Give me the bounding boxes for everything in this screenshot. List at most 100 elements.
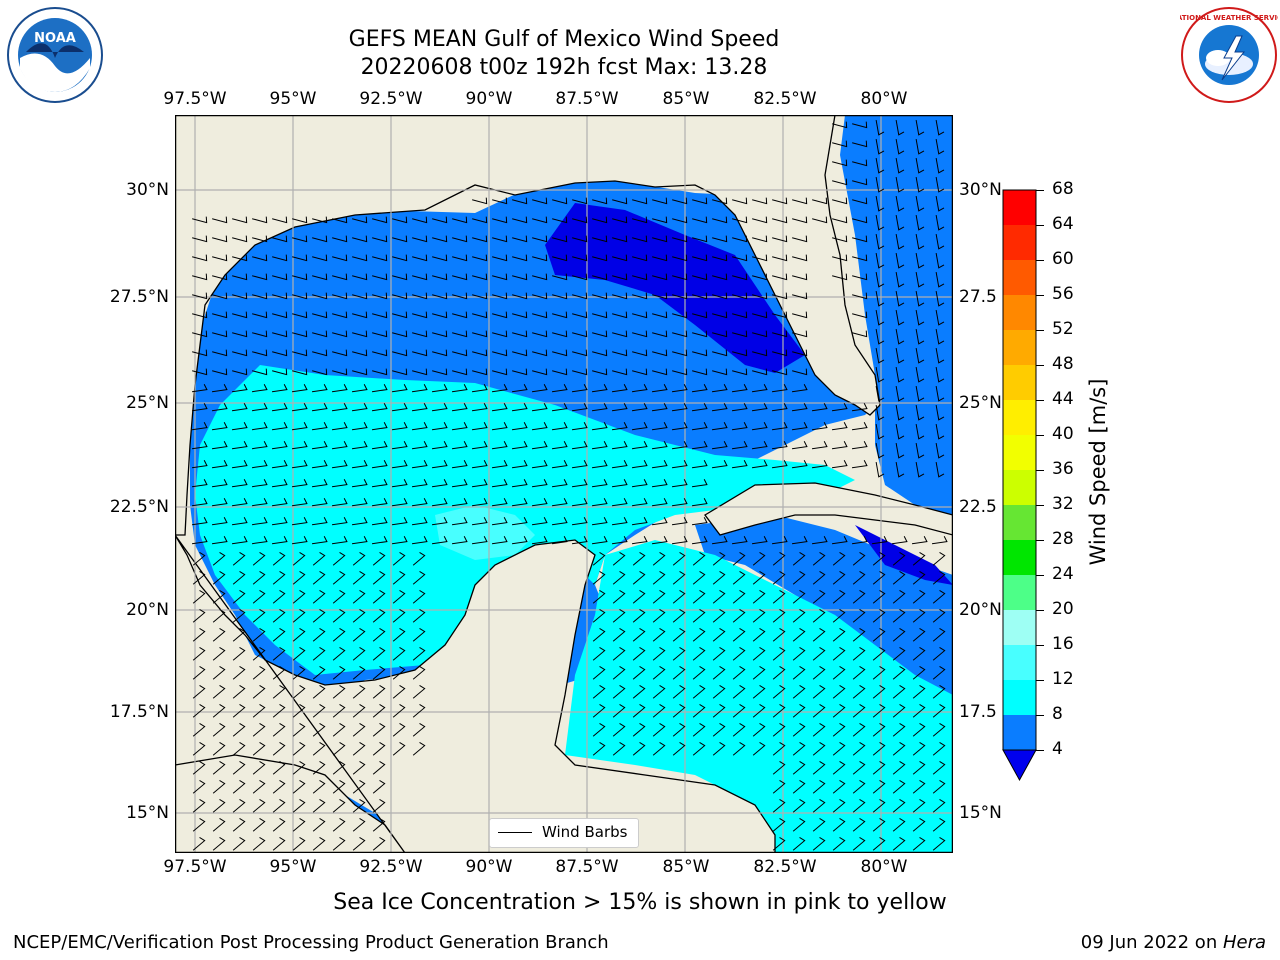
wind-barb [672, 330, 688, 338]
wind-barb [552, 311, 568, 319]
lon-tick-bottom: 97.5°W [163, 857, 227, 877]
wind-barb [331, 479, 348, 488]
wind-barb [311, 517, 328, 526]
wind-barb [192, 273, 208, 281]
wind-barb [492, 216, 508, 224]
wind-barb [612, 590, 626, 604]
wind-barb [191, 498, 208, 507]
wind-barb [571, 479, 588, 488]
wind-barb [812, 571, 826, 585]
wind-barb [592, 609, 606, 623]
colorbar-band [1003, 330, 1036, 366]
wind-barb [571, 403, 588, 412]
wind-barb [732, 723, 746, 737]
wind-barb [771, 403, 788, 412]
wind-barb [231, 403, 248, 412]
wind-barb [792, 273, 808, 281]
lat-tick-left: 15°N [126, 803, 169, 823]
wind-barb [751, 403, 768, 412]
wind-barb [312, 552, 326, 566]
colorbar-tick-label: 16 [1052, 634, 1074, 654]
wind-barb [332, 349, 348, 357]
wind-barb [732, 311, 748, 319]
wind-barb [832, 780, 846, 794]
noaa-logo-icon: NOAA [7, 7, 103, 103]
wind-barb [551, 384, 568, 393]
wind-barb [632, 368, 648, 376]
wind-barb [912, 799, 926, 813]
wind-barb [292, 254, 308, 262]
wind-barb [772, 647, 786, 661]
wind-barb [772, 368, 788, 376]
wind-barb [252, 761, 266, 775]
wind-barb [252, 628, 266, 642]
wind-barb [732, 197, 748, 205]
wind-barb [292, 571, 306, 585]
wind-barb [932, 609, 946, 623]
wind-barb [191, 441, 208, 450]
wind-barb [452, 235, 468, 243]
wind-barb [711, 422, 728, 431]
colorbar-tick-label: 60 [1052, 249, 1074, 269]
wind-barb [772, 349, 788, 357]
wind-barb [391, 460, 408, 469]
wind-barb [691, 422, 708, 431]
wind-barb [531, 403, 548, 412]
wind-barb [512, 235, 528, 243]
wind-barb [832, 647, 846, 661]
wind-barb [332, 742, 346, 756]
wind-barb [332, 723, 346, 737]
wind-barb [511, 441, 528, 450]
wind-barb [692, 292, 708, 300]
wind-barb [392, 704, 406, 718]
wind-barb [272, 837, 286, 851]
wind-barb [912, 837, 926, 851]
wind-barb [571, 422, 588, 431]
wind-barb [252, 254, 268, 262]
wind-barb [471, 384, 488, 393]
colorbar-tick-label: 64 [1052, 214, 1074, 234]
wind-barb [935, 252, 945, 269]
wind-barb [332, 330, 348, 338]
wind-barb [231, 498, 248, 507]
wind-barb [491, 441, 508, 450]
wind-barb [852, 216, 868, 224]
lat-tick-right: 17.5 [959, 702, 997, 722]
wind-barbs [191, 119, 948, 851]
wind-barb [915, 328, 925, 345]
colorbar-band [1003, 400, 1036, 436]
wind-barb [895, 252, 905, 269]
wind-barb [232, 254, 248, 262]
wind-barb [831, 403, 848, 412]
wind-barb [332, 311, 348, 319]
wind-barb [652, 368, 668, 376]
wind-barb [291, 384, 308, 393]
wind-barb [372, 216, 388, 224]
wind-barb [792, 666, 806, 680]
wind-barb [912, 685, 926, 699]
wind-barb [612, 742, 626, 756]
wind-barb [612, 685, 626, 699]
wind-barb [372, 552, 386, 566]
wind-barb [252, 311, 268, 319]
wind-barb [852, 552, 866, 566]
wind-barb [332, 254, 348, 262]
wind-barb [652, 704, 666, 718]
wind-barb [811, 422, 828, 431]
wind-barb [772, 330, 788, 338]
wind-barb [611, 498, 628, 507]
wind-barb [852, 197, 868, 205]
wind-barb [212, 723, 226, 737]
wind-barb [232, 609, 246, 623]
wind-barb [592, 647, 606, 661]
wind-barb [915, 271, 925, 288]
wind-barb [872, 780, 886, 794]
wind-barb [231, 460, 248, 469]
wind-barb [892, 799, 906, 813]
wind-barb [312, 742, 326, 756]
colorbar-band [1003, 365, 1036, 401]
wind-barb [612, 628, 626, 642]
wind-barb [212, 647, 226, 661]
wind-barb [691, 517, 708, 526]
wind-barb [412, 349, 428, 357]
